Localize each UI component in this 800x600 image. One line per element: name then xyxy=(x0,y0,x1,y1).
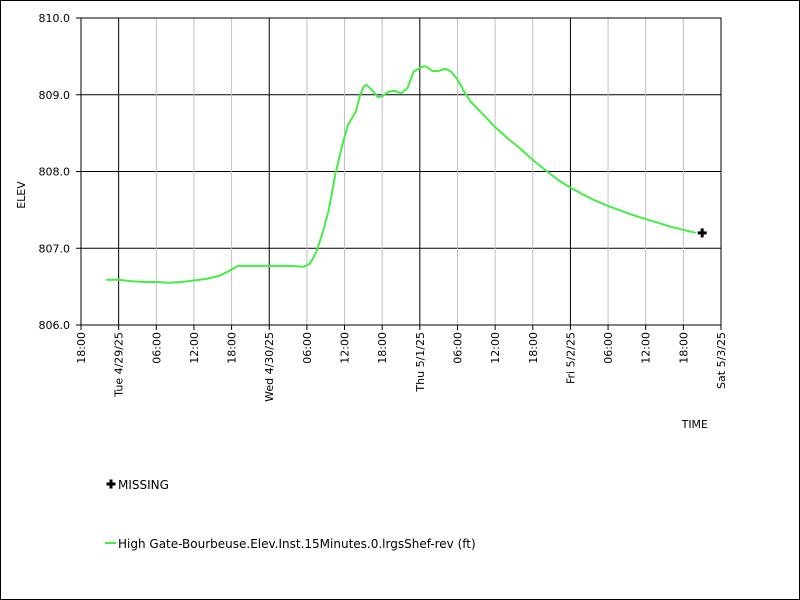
x-tick-label: Wed 4/30/25 xyxy=(263,332,276,402)
y-tick-label: 810.0 xyxy=(39,12,71,25)
y-tick-label: 808.0 xyxy=(39,166,71,179)
x-tick-label: 06:00 xyxy=(451,332,464,364)
x-tick-label: 06:00 xyxy=(602,332,615,364)
legend-series-label: High Gate-Bourbeuse.Elev.Inst.15Minutes.… xyxy=(118,537,476,551)
missing-marker xyxy=(697,228,707,238)
x-tick-label: 18:00 xyxy=(527,332,540,364)
x-tick-label: 18:00 xyxy=(376,332,389,364)
legend-missing-marker xyxy=(106,479,116,489)
x-tick-label: Sat 5/3/25 xyxy=(715,332,728,389)
tick-label-layer: 806.0 807.0 808.0 809.0 810.0 18:00 Tue 4/29/2… xyxy=(39,12,729,402)
x-tick-label: 06:00 xyxy=(150,332,163,364)
legend-missing-label: MISSING xyxy=(118,478,169,492)
y-tick-label: 809.0 xyxy=(39,89,71,102)
x-tick-label: Thu 5/1/25 xyxy=(414,332,427,393)
y-tick-label: 806.0 xyxy=(39,319,71,332)
x-tick-label: 12:00 xyxy=(489,332,502,364)
x-tick-label: Tue 4/29/25 xyxy=(113,332,126,398)
x-tick-label: 18:00 xyxy=(75,332,88,364)
grid-layer xyxy=(81,18,721,325)
series-layer xyxy=(106,65,707,284)
x-axis-label: TIME xyxy=(681,418,708,431)
x-tick-label: 12:00 xyxy=(640,332,653,364)
x-tick-label: 18:00 xyxy=(226,332,239,364)
y-tick-label: 807.0 xyxy=(39,242,71,255)
x-tick-label: 06:00 xyxy=(301,332,314,364)
x-tick-label: 12:00 xyxy=(339,332,352,364)
y-axis-label: ELEV xyxy=(15,181,28,209)
x-tick-label: Fri 5/2/25 xyxy=(564,332,577,384)
x-tick-label: 18:00 xyxy=(677,332,690,364)
legend: MISSING High Gate-Bourbeuse.Elev.Inst.15M… xyxy=(105,478,476,551)
series-line-elevation xyxy=(106,65,697,284)
x-tick-label: 12:00 xyxy=(188,332,201,364)
